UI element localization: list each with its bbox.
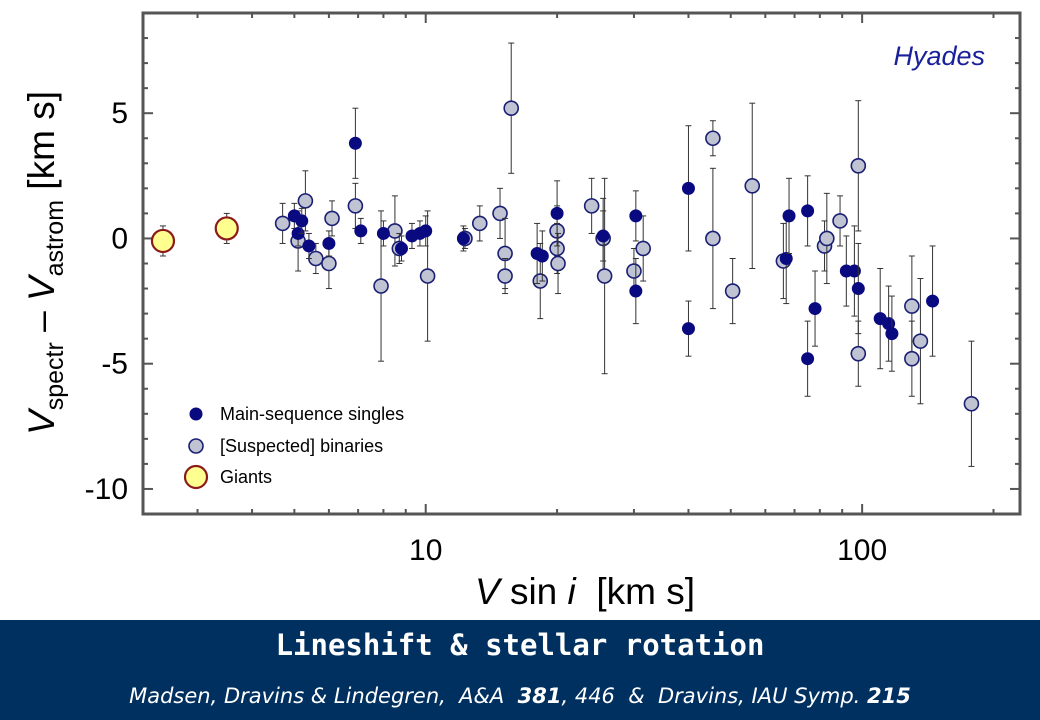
footer-banner: Lineshift & stellar rotation Madsen, Dra… (0, 620, 1040, 720)
y-tick-label: -5 (101, 348, 128, 381)
giant-star-point (214, 216, 239, 241)
binary-star-point (744, 178, 761, 194)
citation-authors: Madsen, Dravins & Lindegren, A&A (129, 684, 518, 708)
binary-star-point (321, 255, 337, 272)
hyades-annotation: Hyades (893, 41, 985, 71)
citation-number: 215 (867, 684, 911, 708)
binary-star-point (819, 230, 835, 247)
binary-star-point (963, 395, 980, 412)
x-axis-label-i: i (568, 571, 578, 612)
single-star-point (801, 204, 815, 218)
x-axis-label-sin: sin (500, 571, 568, 612)
binary-star-point (705, 230, 721, 247)
single-star-point (808, 302, 822, 316)
single-star-point (779, 251, 793, 265)
binary-star-point (596, 268, 613, 284)
single-star-point (596, 229, 610, 243)
legend-singles-symbol (189, 407, 203, 421)
x-axis-label-v: V (475, 571, 503, 612)
binary-star-point (373, 278, 389, 294)
binary-star-point (419, 268, 436, 284)
single-star-point (629, 209, 643, 223)
y-axis: 5 0 -5 -10 (85, 37, 1020, 506)
chart: 5 0 -5 -10 10 100 Hyades Main-sequence singl… (21, 11, 1022, 612)
binary-star-point (626, 263, 642, 279)
legend: Main-sequence singles [Suspected] binarie… (183, 404, 404, 490)
binary-star-point (832, 213, 848, 229)
binary-star-point (324, 210, 340, 227)
binary-star-point (904, 350, 920, 367)
single-star-point (681, 181, 695, 195)
single-star-point (302, 239, 316, 253)
x-axis-label-unit: [km s] (576, 571, 695, 612)
x-axis: 10 100 (196, 13, 995, 567)
binary-star-point (550, 255, 566, 272)
single-star-point (322, 236, 336, 250)
citation-middle: , 446 & Dravins, IAU Symp. (561, 684, 868, 708)
single-star-point (851, 282, 865, 296)
y-axis-label-sub1: spectr (41, 342, 69, 410)
data-points (150, 42, 980, 467)
single-star-point (394, 241, 408, 255)
binary-star-point (705, 130, 721, 147)
binary-star-point (635, 240, 651, 257)
y-tick-label: 5 (111, 97, 128, 130)
y-axis-label: Vspectr – Vastrom [km s] (21, 91, 69, 435)
y-axis-label-sub2: astrom (41, 200, 69, 276)
single-star-point (681, 322, 695, 336)
single-star-point (348, 136, 362, 150)
binary-star-point (503, 100, 520, 116)
binary-star-point (497, 268, 513, 284)
legend-label: Giants (220, 467, 272, 487)
single-star-point (782, 209, 796, 223)
x-tick-label: 100 (837, 534, 887, 567)
single-star-point (801, 352, 815, 366)
binary-star-point (583, 198, 600, 214)
single-star-point (885, 327, 899, 341)
binary-star-point (274, 215, 291, 232)
binary-star-point (912, 333, 929, 349)
x-axis-label: V sin i [km s] (475, 571, 695, 612)
binary-star-point (850, 345, 867, 362)
y-tick-label: 0 (111, 222, 128, 255)
binary-star-point (492, 205, 508, 222)
binary-star-point (347, 198, 364, 214)
single-star-point (550, 206, 564, 220)
binary-star-point (724, 283, 741, 299)
single-star-point (354, 224, 368, 238)
y-axis-label-dash: – (21, 301, 62, 342)
legend-giants-symbol (183, 464, 209, 490)
single-star-point (926, 294, 940, 308)
y-tick-label: -10 (85, 473, 128, 506)
x-tick-label: 10 (409, 534, 442, 567)
legend-label: Main-sequence singles (220, 404, 404, 424)
legend-binaries-symbol (188, 438, 204, 454)
citation-volume: 381 (517, 684, 562, 708)
footer-title: Lineshift & stellar rotation (275, 628, 765, 662)
y-axis-label-v2: V (21, 273, 62, 301)
single-star-point (847, 264, 861, 278)
plot-frame (141, 11, 1022, 516)
single-star-point (419, 224, 433, 238)
y-axis-label-v1: V (21, 407, 62, 435)
binary-star-point (904, 298, 920, 314)
footer-citation: Madsen, Dravins & Lindegren, A&A 381, 44… (0, 684, 1040, 708)
single-star-point (629, 284, 643, 298)
single-star-point (535, 249, 549, 263)
y-axis-label-unit: [km s] (21, 91, 62, 200)
binary-star-point (471, 215, 488, 232)
binary-star-point (297, 193, 314, 209)
binary-star-point (850, 158, 867, 174)
single-star-point (456, 231, 470, 245)
giant-star-point (150, 228, 176, 254)
legend-label: [Suspected] binaries (220, 436, 383, 456)
single-star-point (376, 226, 390, 240)
single-star-point (295, 214, 309, 228)
